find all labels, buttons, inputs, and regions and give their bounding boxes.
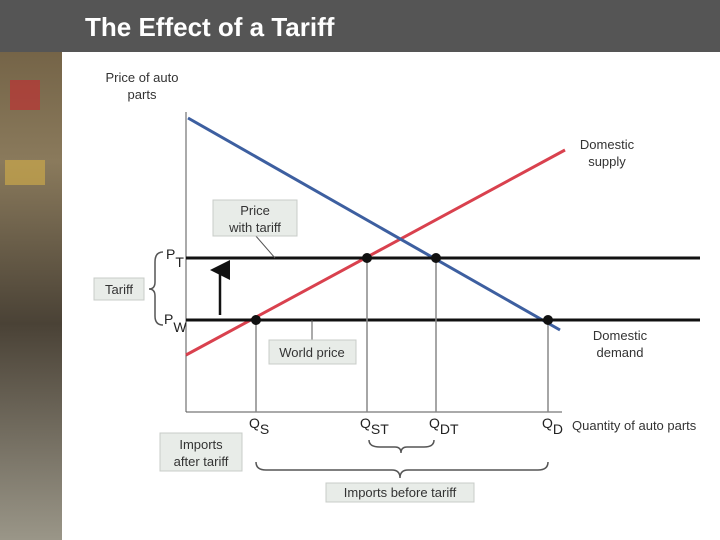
quantity-label: QST [360, 415, 389, 437]
symbol: Q [429, 415, 440, 431]
x-axis-label: Quantity of auto parts [572, 418, 697, 433]
demand-curve [187, 116, 561, 332]
callout-text: after tariff [174, 454, 229, 469]
y-axis-label: parts [128, 87, 157, 102]
price-with-tariff-callout [212, 199, 298, 237]
callout-text: Price [240, 203, 270, 218]
tariff-callout [93, 277, 145, 301]
title-bar [0, 0, 720, 52]
callout-text: with tariff [228, 220, 281, 235]
subscript: D [553, 421, 563, 437]
world-price-label: PW [164, 311, 187, 335]
symbol: Q [542, 415, 553, 431]
demand-label: Domestic [593, 328, 648, 343]
slide-title: The Effect of a Tariff [85, 12, 335, 42]
symbol: Q [360, 415, 371, 431]
callout-text: Imports [179, 437, 223, 452]
symbol: P [164, 311, 173, 327]
tariff-price-label: PT [166, 246, 184, 270]
subscript: S [260, 421, 269, 437]
imports-before-callout [325, 482, 475, 503]
supply-label: supply [588, 154, 626, 169]
subscript: DT [440, 421, 459, 437]
tariff-brace [148, 251, 164, 326]
photo-sign [10, 80, 40, 110]
supply-label: Domestic [580, 137, 635, 152]
tariff-label: Tariff [105, 282, 133, 297]
equilibrium-dots [251, 253, 553, 325]
subscript: ST [371, 421, 389, 437]
quantity-label: QDT [429, 415, 459, 437]
symbol: Q [249, 415, 260, 431]
drop-lines [255, 258, 549, 412]
callout-text: World price [279, 345, 345, 360]
callout-pointer [254, 234, 276, 259]
photo-sign [5, 160, 45, 185]
imports-after-brace [368, 439, 435, 454]
demand-label: demand [597, 345, 644, 360]
y-axis-label: Price of auto [106, 70, 179, 85]
symbol: P [166, 246, 175, 262]
subscript: T [175, 254, 184, 270]
quantity-label: QS [249, 415, 269, 437]
imports-after-callout [159, 432, 243, 472]
subscript: W [173, 319, 187, 335]
callout-text: Imports before tariff [344, 485, 457, 500]
quantity-label: QD [542, 415, 563, 437]
imports-before-brace [255, 461, 549, 479]
world-price-callout [268, 339, 357, 365]
